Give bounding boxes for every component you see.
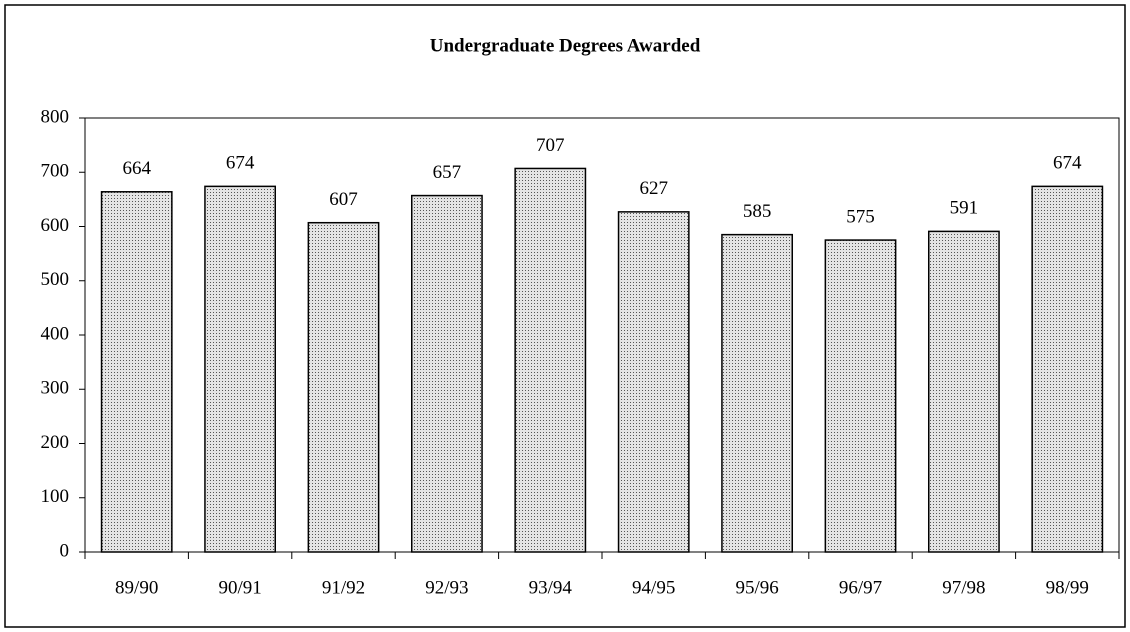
- bar: [204, 185, 277, 553]
- bar: [617, 211, 690, 553]
- x-tick-label: 89/90: [115, 577, 158, 598]
- y-tick-label: 0: [60, 540, 70, 561]
- y-tick-label: 100: [41, 486, 70, 507]
- x-tick-label: 94/95: [632, 577, 675, 598]
- data-label: 591: [950, 198, 979, 219]
- bar: [1031, 185, 1104, 553]
- data-label: 707: [536, 135, 565, 156]
- y-tick-label: 700: [41, 161, 70, 182]
- data-label: 585: [743, 201, 772, 222]
- bar: [721, 233, 794, 553]
- bar: [100, 191, 173, 553]
- x-tick-label: 92/93: [425, 577, 468, 598]
- x-tick-label: 93/94: [529, 577, 573, 598]
- y-tick-label: 400: [41, 323, 70, 344]
- x-tick-label: 97/98: [942, 577, 985, 598]
- y-tick-label: 300: [41, 378, 70, 399]
- data-label: 575: [846, 206, 875, 227]
- data-label: 674: [1053, 153, 1082, 174]
- x-tick-label: 90/91: [218, 577, 261, 598]
- x-tick-label: 91/92: [322, 577, 365, 598]
- x-tick-label: 98/99: [1046, 577, 1089, 598]
- data-label: 657: [433, 162, 462, 183]
- bar: [410, 194, 483, 553]
- y-tick-label: 600: [41, 215, 70, 236]
- y-tick-label: 500: [41, 269, 70, 290]
- x-tick-label: 95/96: [735, 577, 778, 598]
- bar: [824, 239, 897, 553]
- data-label: 674: [226, 153, 255, 174]
- bar: [514, 167, 587, 553]
- y-tick-label: 200: [41, 432, 70, 453]
- chart-title: Undergraduate Degrees Awarded: [430, 35, 701, 56]
- y-tick-label: 800: [41, 106, 70, 127]
- x-tick-label: 96/97: [839, 577, 882, 598]
- data-label: 664: [122, 158, 151, 179]
- data-label: 627: [639, 178, 668, 199]
- bar: [307, 221, 380, 553]
- data-label: 607: [329, 189, 358, 210]
- bar: [927, 230, 1000, 553]
